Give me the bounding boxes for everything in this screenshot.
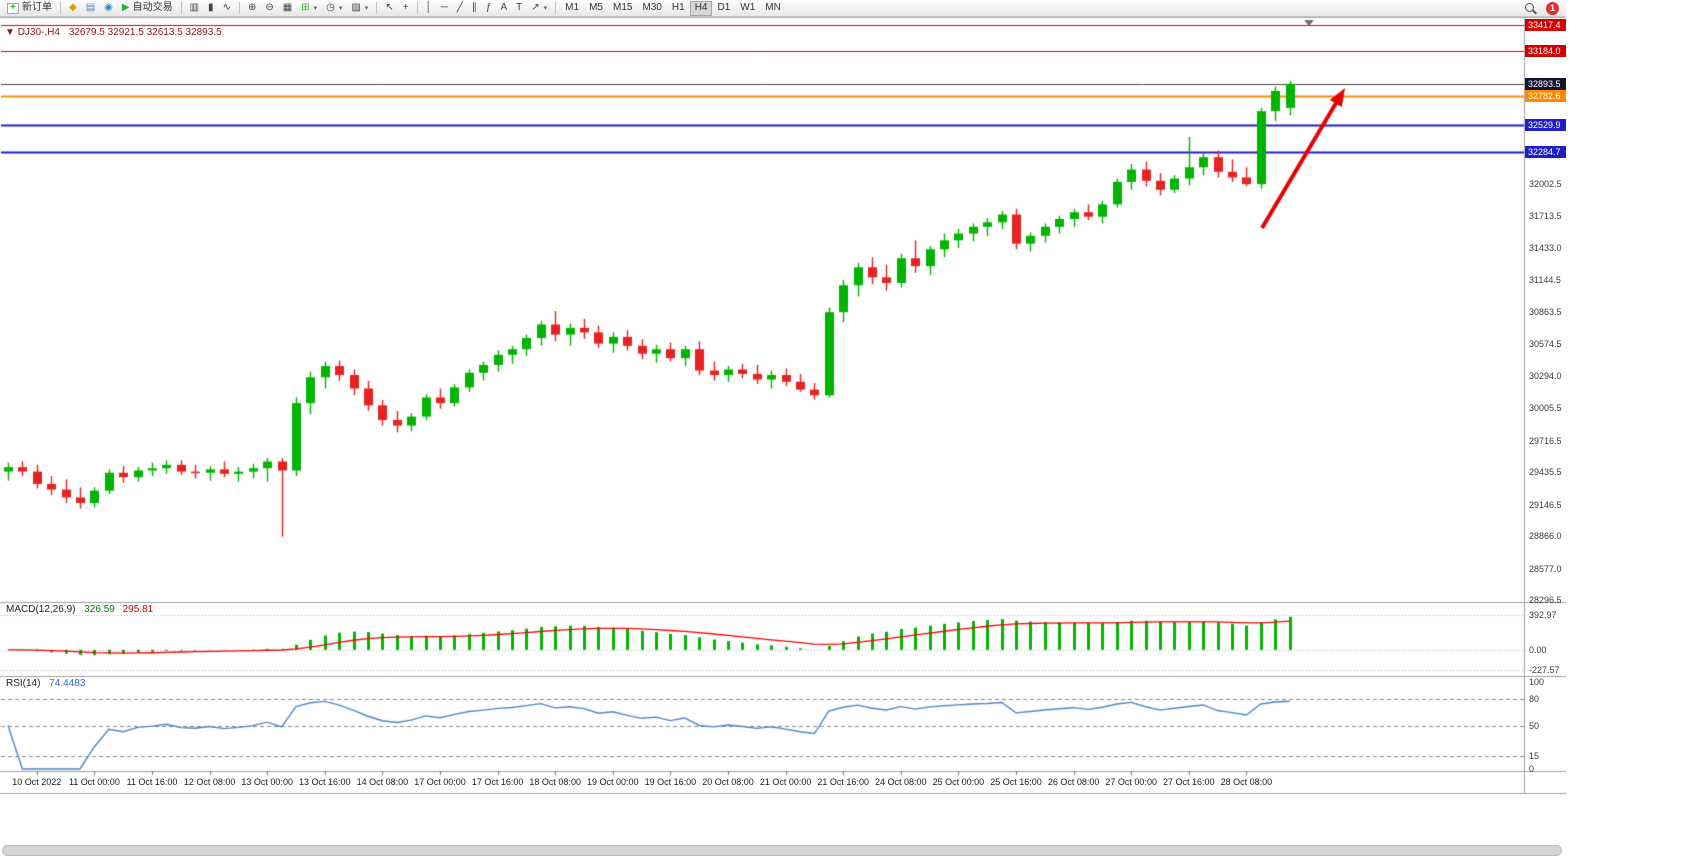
template-icon: ▨ <box>351 2 361 13</box>
macd-signal-value: 295.81 <box>122 604 154 615</box>
channel-icon: ∥ <box>471 2 477 13</box>
trendline-icon: ╱ <box>456 2 463 13</box>
crosshair-button[interactable]: + <box>399 1 413 16</box>
macd-indicator-label: MACD(12,26,9) 326.59 295.81 <box>6 604 153 615</box>
channel-button[interactable]: ∥ <box>468 1 481 16</box>
autotrading-label: 自动交易 <box>132 2 173 13</box>
text-tool-button[interactable]: A <box>496 1 511 16</box>
crosshair-icon: + <box>402 2 409 13</box>
indicators-button[interactable]: ⊞ ▾ <box>297 1 321 16</box>
toolbar-separator <box>60 2 61 14</box>
rsi-title: RSI(14) <box>6 678 41 689</box>
zoom-out-button[interactable]: ⊖ <box>261 1 277 16</box>
label-tool-icon: T <box>516 2 523 13</box>
rsi-indicator-label: RSI(14) 74.4483 <box>6 678 85 689</box>
macd-title: MACD(12,26,9) <box>6 604 76 615</box>
dropdown-arrow-icon: ▾ <box>313 4 318 12</box>
one-click-trading-arrow-icon[interactable]: ▼ <box>5 27 18 38</box>
templates-button[interactable]: ▨ ▾ <box>347 1 372 16</box>
notifications-button[interactable]: 1 <box>1542 1 1563 16</box>
vertical-line-icon: │ <box>425 2 432 13</box>
toolbar-separator <box>555 2 557 14</box>
new-order-icon <box>7 2 19 14</box>
timeframe-button-w1[interactable]: W1 <box>735 1 760 16</box>
metaeditor-button[interactable]: ◆ <box>65 1 81 16</box>
main-toolbar: 新订单 ◆ ▤ ◉ ▶ 自动交易 ▥ ▮ ∿ ⊕ ⊖ ▦ ⊞▾ ◷▾ ▨▾ ↖ … <box>0 0 1566 17</box>
timeframe-button-mn[interactable]: MN <box>760 1 786 16</box>
new-order-label: 新订单 <box>22 2 52 13</box>
text-tool-icon: A <box>500 2 508 13</box>
bar-chart-button[interactable]: ▥ <box>186 1 203 16</box>
timeframe-group: M1 M5 M15 M30 H1 H4 D1 W1 MN <box>560 0 786 16</box>
fibonacci-button[interactable]: ƒ <box>482 1 496 16</box>
dropdown-arrow-icon: ▾ <box>364 4 369 12</box>
timeframe-button-d1[interactable]: D1 <box>712 1 735 16</box>
zoom-in-icon: ⊕ <box>247 2 257 13</box>
timeframe-button-m5[interactable]: M5 <box>584 1 608 16</box>
trendline-button[interactable]: ╱ <box>453 1 467 16</box>
timeframe-button-m30[interactable]: M30 <box>637 1 666 16</box>
zoom-in-button[interactable]: ⊕ <box>244 1 260 16</box>
notification-badge: 1 <box>1546 1 1559 15</box>
horizontal-scrollbar[interactable] <box>2 845 1562 856</box>
cursor-icon: ↖ <box>385 2 394 13</box>
search-icon <box>1524 2 1537 15</box>
toolbar-separator <box>238 2 240 14</box>
horizontal-line-button[interactable]: ─ <box>437 1 452 16</box>
macd-main-value: 326.59 <box>84 604 115 615</box>
toolbar-separator <box>416 2 418 14</box>
vertical-line-button[interactable]: │ <box>422 1 436 16</box>
tile-windows-icon: ▦ <box>282 2 293 13</box>
toolbar-separator <box>376 2 378 14</box>
toolbar-separator <box>180 2 182 14</box>
arrow-tools-icon: ↗ <box>531 2 540 13</box>
cursor-button[interactable]: ↖ <box>381 1 397 16</box>
arrow-tools-button[interactable]: ↗ ▾ <box>527 1 551 16</box>
autotrading-icon: ▶ <box>121 2 130 13</box>
label-tool-button[interactable]: T <box>512 1 526 16</box>
clock-icon: ◷ <box>326 2 335 13</box>
dropdown-arrow-icon: ▾ <box>543 4 548 12</box>
symbol-period-label: DJ30-,H4 <box>17 27 60 38</box>
candlestick-chart-button[interactable]: ▮ <box>204 1 218 16</box>
rsi-value: 74.4483 <box>49 678 86 689</box>
line-chart-button[interactable]: ∿ <box>219 1 235 16</box>
chart-title: ▼ DJ30-,H4 32679.5 32921.5 32613.5 32893… <box>5 27 222 38</box>
terminal-button[interactable]: ◉ <box>100 1 117 16</box>
timeframe-button-m15[interactable]: M15 <box>608 1 637 16</box>
ohlc-quote-label: 32679.5 32921.5 32613.5 32893.5 <box>68 27 222 38</box>
bar-chart-icon: ▥ <box>189 2 200 13</box>
tile-windows-button[interactable]: ▦ <box>279 1 296 16</box>
fibonacci-icon: ƒ <box>485 2 492 13</box>
price-chart-canvas[interactable] <box>0 0 1566 858</box>
new-order-button[interactable]: 新订单 <box>3 1 56 16</box>
mt4-terminal-window: 新订单 ◆ ▤ ◉ ▶ 自动交易 ▥ ▮ ∿ ⊕ ⊖ ▦ ⊞▾ ◷▾ ▨▾ ↖ … <box>0 0 1566 858</box>
periods-button[interactable]: ◷ ▾ <box>322 1 346 16</box>
market-watch-button[interactable]: ▤ <box>82 1 99 16</box>
timeframe-button-h4[interactable]: H4 <box>689 0 713 16</box>
dropdown-arrow-icon: ▾ <box>338 4 343 12</box>
timeframe-button-h1[interactable]: H1 <box>667 1 690 16</box>
line-chart-icon: ∿ <box>222 2 231 13</box>
indicators-icon: ⊞ <box>301 2 310 13</box>
metaeditor-icon: ◆ <box>69 2 77 13</box>
search-button[interactable] <box>1520 1 1541 16</box>
candlestick-chart-icon: ▮ <box>208 2 214 13</box>
terminal-icon: ◉ <box>104 2 113 13</box>
autotrading-button[interactable]: ▶ 自动交易 <box>118 1 177 16</box>
market-watch-icon: ▤ <box>85 2 96 13</box>
zoom-out-icon: ⊖ <box>265 2 274 13</box>
timeframe-button-m1[interactable]: M1 <box>560 1 584 16</box>
horizontal-line-icon: ─ <box>440 2 448 13</box>
